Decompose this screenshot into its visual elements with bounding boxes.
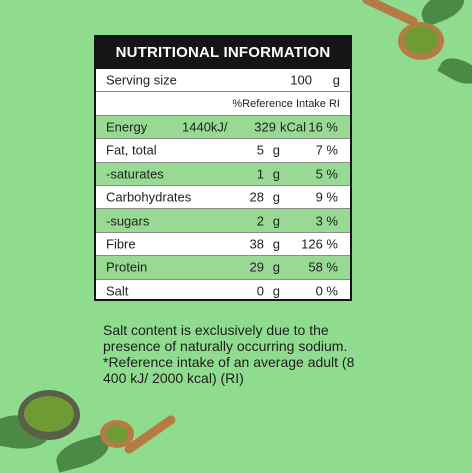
nutrient-name: Protein — [106, 259, 148, 275]
matcha-powder-icon — [24, 396, 74, 432]
nutrient-name: Fat, total — [106, 142, 157, 158]
table-row: -sugars 2 g 3 % — [96, 209, 350, 233]
nutrient-pct: 16 % — [308, 119, 338, 135]
nutrient-qty: 0 — [256, 283, 264, 299]
nutrient-name: -saturates — [106, 166, 164, 182]
reference-header-row: %Reference Intake RI — [96, 92, 350, 116]
salt-note: Salt content is exclusively due to the p… — [103, 322, 348, 354]
table-row: -saturates 1 g 5 % — [96, 162, 350, 186]
nutrient-unit: kCal — [279, 119, 306, 135]
matcha-powder-icon — [106, 425, 128, 443]
nutrient-pct: 126 % — [301, 236, 338, 252]
nutrient-pct: 3 % — [315, 213, 338, 229]
nutrient-unit: g — [272, 236, 280, 252]
nutrient-pct: 5 % — [315, 166, 338, 182]
reference-intake-note: *Reference intake of an average adult (8… — [103, 354, 355, 386]
nutrient-name: Carbohydrates — [106, 189, 192, 205]
table-row: Salt 0 g 0 % — [96, 280, 350, 303]
nutrient-qty: 38 — [249, 236, 264, 252]
nutrient-unit: g — [272, 189, 280, 205]
nutrient-pct: 0 % — [315, 283, 338, 299]
nutrient-name: Energy — [106, 119, 148, 135]
nutrient-qty: 329 — [254, 119, 276, 135]
nutrient-unit: g — [272, 213, 280, 229]
nutrient-unit: g — [272, 142, 280, 158]
table-row: Energy 1440kJ/ 329 kCal 16 % — [96, 115, 350, 140]
nutrient-pct: 9 % — [315, 189, 338, 205]
energy-kj: 1440kJ/ — [182, 119, 228, 135]
nutrient-unit: g — [272, 166, 280, 182]
nutrient-qty: 2 — [256, 213, 264, 229]
leaf-icon — [437, 51, 472, 91]
nutrient-pct: 58 % — [308, 259, 338, 275]
serving-label: Serving size — [106, 72, 177, 88]
nutrient-unit: g — [272, 283, 280, 299]
footnote: Salt content is exclusively due to the p… — [103, 322, 363, 386]
serving-row: Serving size 100 g — [96, 69, 350, 93]
nutrient-name: Fibre — [106, 236, 136, 252]
nutrient-qty: 29 — [249, 259, 264, 275]
matcha-powder-icon — [404, 26, 438, 54]
table-row: Carbohydrates 28 g 9 % — [96, 186, 350, 210]
nutrient-qty: 5 — [256, 142, 264, 158]
nutrient-qty: 1 — [256, 166, 264, 182]
nutrition-table: NUTRITIONAL INFORMATION Serving size 100… — [94, 35, 352, 301]
nutrient-name: -sugars — [106, 213, 150, 229]
reference-header: %Reference Intake RI — [232, 97, 340, 110]
serving-qty: 100 — [290, 72, 312, 88]
nutrient-pct: 7 % — [315, 142, 338, 158]
nutrient-qty: 28 — [249, 189, 264, 205]
nutrient-name: Salt — [106, 283, 129, 299]
serving-unit: g — [332, 72, 340, 88]
table-title: NUTRITIONAL INFORMATION — [96, 37, 350, 69]
table-row: Fat, total 5 g 7 % — [96, 139, 350, 163]
table-row: Protein 29 g 58 % — [96, 256, 350, 280]
table-row: Fibre 38 g 126 % — [96, 233, 350, 257]
nutrient-unit: g — [272, 259, 280, 275]
